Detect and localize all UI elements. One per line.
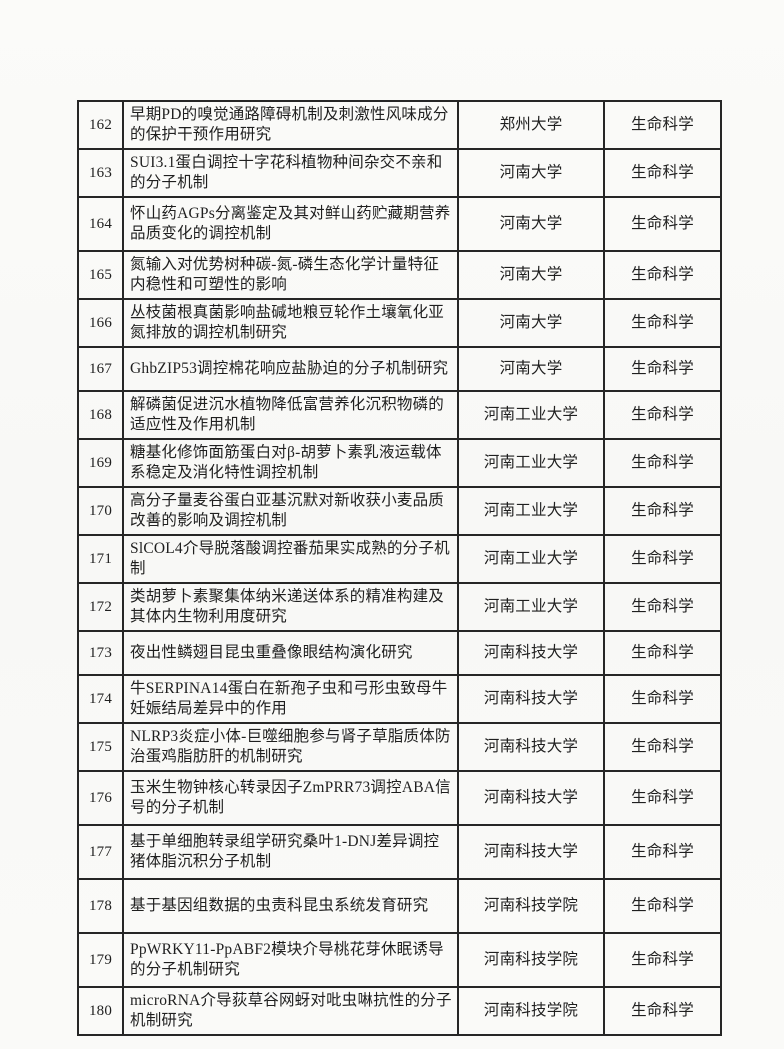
project-title: 早期PD的嗅觉通路障碍机制及刺激性风味成分的保护干预作用研究: [122, 100, 459, 150]
table-row: 171 SlCOL4介导脱落酸调控番茄果实成熟的分子机制 河南工业大学 生命科学: [77, 534, 722, 584]
project-title: SUI3.1蛋白调控十字花科植物种间杂交不亲和的分子机制: [122, 148, 459, 198]
row-number: 168: [77, 390, 124, 440]
project-title: NLRP3炎症小体-巨噬细胞参与肾子草脂质体防治蛋鸡脂肪肝的机制研究: [122, 722, 459, 772]
project-title: 怀山药AGPs分离鉴定及其对鲜山药贮藏期营养品质变化的调控机制: [122, 196, 459, 252]
row-number: 164: [77, 196, 124, 252]
subject-category: 生命科学: [603, 390, 722, 440]
subject-category: 生命科学: [603, 196, 722, 252]
university-name: 河南大学: [457, 148, 605, 198]
project-title: 牛SERPINA14蛋白在新孢子虫和弓形虫致母牛妊娠结局差异中的作用: [122, 674, 459, 724]
university-name: 河南工业大学: [457, 534, 605, 584]
table-row: 178 基于基因组数据的虫责科昆虫系统发育研究 河南科技学院 生命科学: [77, 878, 722, 934]
row-number: 179: [77, 932, 124, 988]
university-name: 河南科技大学: [457, 674, 605, 724]
table-row: 169 糖基化修饰面筋蛋白对β-胡萝卜素乳液运载体系稳定及消化特性调控机制 河南…: [77, 438, 722, 488]
row-number: 178: [77, 878, 124, 934]
subject-category: 生命科学: [603, 674, 722, 724]
row-number: 170: [77, 486, 124, 536]
table-row: 163 SUI3.1蛋白调控十字花科植物种间杂交不亲和的分子机制 河南大学 生命…: [77, 148, 722, 198]
table-row: 165 氮输入对优势树种碳-氮-磷生态化学计量特征内稳性和可塑性的影响 河南大学…: [77, 250, 722, 300]
project-title: 类胡萝卜素聚集体纳米递送体系的精准构建及其体内生物利用度研究: [122, 582, 459, 632]
subject-category: 生命科学: [603, 298, 722, 348]
project-title: 夜出性鳞翅目昆虫重叠像眼结构演化研究: [122, 630, 459, 676]
project-title: 解磷菌促进沉水植物降低富营养化沉积物磷的适应性及作用机制: [122, 390, 459, 440]
project-title: microRNA介导荻草谷网蚜对吡虫啉抗性的分子机制研究: [122, 986, 459, 1036]
row-number: 169: [77, 438, 124, 488]
university-name: 河南科技大学: [457, 770, 605, 826]
project-list-table: 162 早期PD的嗅觉通路障碍机制及刺激性风味成分的保护干预作用研究 郑州大学 …: [77, 100, 722, 1036]
table-row: 168 解磷菌促进沉水植物降低富营养化沉积物磷的适应性及作用机制 河南工业大学 …: [77, 390, 722, 440]
project-title: 氮输入对优势树种碳-氮-磷生态化学计量特征内稳性和可塑性的影响: [122, 250, 459, 300]
table-row: 176 玉米生物钟核心转录因子ZmPRR73调控ABA信号的分子机制 河南科技大…: [77, 770, 722, 826]
table-row: 170 高分子量麦谷蛋白亚基沉默对新收获小麦品质改善的影响及调控机制 河南工业大…: [77, 486, 722, 536]
row-number: 174: [77, 674, 124, 724]
university-name: 河南大学: [457, 196, 605, 252]
project-title: SlCOL4介导脱落酸调控番茄果实成熟的分子机制: [122, 534, 459, 584]
table-row: 174 牛SERPINA14蛋白在新孢子虫和弓形虫致母牛妊娠结局差异中的作用 河…: [77, 674, 722, 724]
row-number: 162: [77, 100, 124, 150]
university-name: 河南科技大学: [457, 824, 605, 880]
table-row: 172 类胡萝卜素聚集体纳米递送体系的精准构建及其体内生物利用度研究 河南工业大…: [77, 582, 722, 632]
table-row: 166 丛枝菌根真菌影响盐碱地粮豆轮作土壤氧化亚氮排放的调控机制研究 河南大学 …: [77, 298, 722, 348]
university-name: 河南科技大学: [457, 630, 605, 676]
university-name: 河南大学: [457, 250, 605, 300]
university-name: 河南科技大学: [457, 722, 605, 772]
university-name: 河南大学: [457, 346, 605, 392]
row-number: 165: [77, 250, 124, 300]
university-name: 河南大学: [457, 298, 605, 348]
university-name: 河南科技学院: [457, 932, 605, 988]
project-title: GhbZIP53调控棉花响应盐胁迫的分子机制研究: [122, 346, 459, 392]
university-name: 郑州大学: [457, 100, 605, 150]
row-number: 177: [77, 824, 124, 880]
subject-category: 生命科学: [603, 486, 722, 536]
subject-category: 生命科学: [603, 986, 722, 1036]
subject-category: 生命科学: [603, 582, 722, 632]
university-name: 河南工业大学: [457, 390, 605, 440]
subject-category: 生命科学: [603, 878, 722, 934]
table-row: 180 microRNA介导荻草谷网蚜对吡虫啉抗性的分子机制研究 河南科技学院 …: [77, 986, 722, 1036]
project-title: PpWRKY11-PpABF2模块介导桃花芽休眠诱导的分子机制研究: [122, 932, 459, 988]
subject-category: 生命科学: [603, 770, 722, 826]
row-number: 166: [77, 298, 124, 348]
table-row: 179 PpWRKY11-PpABF2模块介导桃花芽休眠诱导的分子机制研究 河南…: [77, 932, 722, 988]
project-title: 高分子量麦谷蛋白亚基沉默对新收获小麦品质改善的影响及调控机制: [122, 486, 459, 536]
row-number: 180: [77, 986, 124, 1036]
table-row: 175 NLRP3炎症小体-巨噬细胞参与肾子草脂质体防治蛋鸡脂肪肝的机制研究 河…: [77, 722, 722, 772]
subject-category: 生命科学: [603, 346, 722, 392]
row-number: 176: [77, 770, 124, 826]
university-name: 河南工业大学: [457, 582, 605, 632]
project-title: 基于基因组数据的虫责科昆虫系统发育研究: [122, 878, 459, 934]
project-table-body: 162 早期PD的嗅觉通路障碍机制及刺激性风味成分的保护干预作用研究 郑州大学 …: [77, 100, 722, 1036]
row-number: 172: [77, 582, 124, 632]
row-number: 171: [77, 534, 124, 584]
subject-category: 生命科学: [603, 438, 722, 488]
table-row: 162 早期PD的嗅觉通路障碍机制及刺激性风味成分的保护干预作用研究 郑州大学 …: [77, 100, 722, 150]
subject-category: 生命科学: [603, 722, 722, 772]
subject-category: 生命科学: [603, 250, 722, 300]
table-row: 164 怀山药AGPs分离鉴定及其对鲜山药贮藏期营养品质变化的调控机制 河南大学…: [77, 196, 722, 252]
university-name: 河南工业大学: [457, 438, 605, 488]
subject-category: 生命科学: [603, 534, 722, 584]
project-title: 糖基化修饰面筋蛋白对β-胡萝卜素乳液运载体系稳定及消化特性调控机制: [122, 438, 459, 488]
table-row: 173 夜出性鳞翅目昆虫重叠像眼结构演化研究 河南科技大学 生命科学: [77, 630, 722, 676]
table-row: 177 基于单细胞转录组学研究桑叶1-DNJ差异调控猪体脂沉积分子机制 河南科技…: [77, 824, 722, 880]
row-number: 163: [77, 148, 124, 198]
row-number: 173: [77, 630, 124, 676]
subject-category: 生命科学: [603, 100, 722, 150]
project-title: 丛枝菌根真菌影响盐碱地粮豆轮作土壤氧化亚氮排放的调控机制研究: [122, 298, 459, 348]
table-row: 167 GhbZIP53调控棉花响应盐胁迫的分子机制研究 河南大学 生命科学: [77, 346, 722, 392]
subject-category: 生命科学: [603, 148, 722, 198]
row-number: 167: [77, 346, 124, 392]
subject-category: 生命科学: [603, 824, 722, 880]
project-title: 基于单细胞转录组学研究桑叶1-DNJ差异调控猪体脂沉积分子机制: [122, 824, 459, 880]
row-number: 175: [77, 722, 124, 772]
university-name: 河南科技学院: [457, 878, 605, 934]
subject-category: 生命科学: [603, 932, 722, 988]
university-name: 河南科技学院: [457, 986, 605, 1036]
subject-category: 生命科学: [603, 630, 722, 676]
project-title: 玉米生物钟核心转录因子ZmPRR73调控ABA信号的分子机制: [122, 770, 459, 826]
university-name: 河南工业大学: [457, 486, 605, 536]
